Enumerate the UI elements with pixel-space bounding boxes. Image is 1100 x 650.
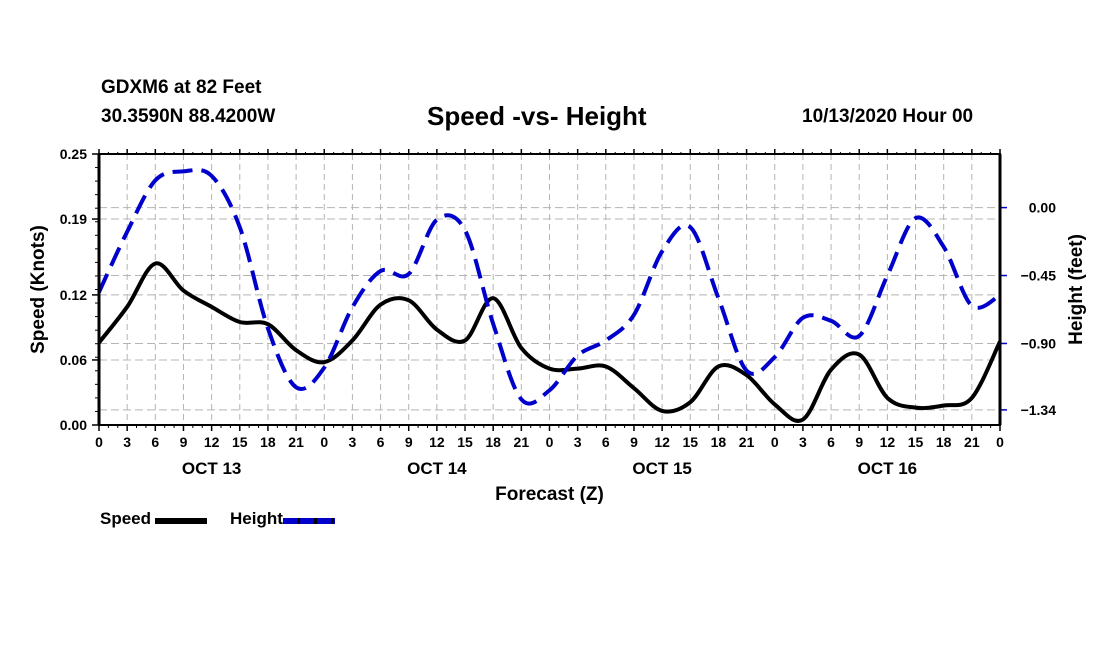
- x-tick-label: 18: [260, 434, 276, 450]
- y2-tick-label: −0.45: [1021, 268, 1057, 284]
- legend-speed-swatch: [155, 518, 208, 524]
- station-label: GDXM6 at 82 Feet: [101, 77, 262, 98]
- x-tick-label: 9: [630, 434, 638, 450]
- x-tick-label: 0: [996, 434, 1004, 450]
- legend-height-swatch: [282, 518, 335, 524]
- y-tick-label: 0.25: [60, 146, 87, 162]
- x-tick-label: 0: [546, 434, 554, 450]
- x-tick-label: 3: [123, 434, 131, 450]
- x-tick-label: 6: [377, 434, 385, 450]
- x-tick-label: 15: [232, 434, 248, 450]
- x-tick-label: 12: [429, 434, 445, 450]
- x-tick-label: 6: [827, 434, 835, 450]
- x-tick-label: 3: [799, 434, 807, 450]
- x-tick-label: 0: [320, 434, 328, 450]
- x-tick-label: 3: [574, 434, 582, 450]
- x-day-label: OCT 15: [632, 459, 692, 478]
- x-tick-label: 18: [485, 434, 501, 450]
- y2-tick-label: −1.34: [1021, 402, 1057, 418]
- axes: 0 3 6 9 12 15 18 21 0 3 6 9 12 15 18 21 0 3 6 9 12 15 18 21 0 3 6 9…: [60, 146, 1056, 478]
- x-tick-label: 15: [908, 434, 924, 450]
- legend-speed-label: Speed: [100, 509, 152, 528]
- chart-title: Speed -vs- Height: [427, 101, 647, 131]
- x-tick-label: 0: [771, 434, 779, 450]
- legend-height-label: Height: [230, 509, 283, 528]
- x-tick-label: 21: [514, 434, 530, 450]
- y-tick-label: 0.12: [60, 287, 87, 303]
- series-line-speed: [97, 261, 1002, 423]
- x-tick-label: 6: [151, 434, 159, 450]
- x-tick-label: 0: [95, 434, 103, 450]
- x-tick-label: 21: [288, 434, 304, 450]
- x-tick-label: 21: [739, 434, 755, 450]
- x-tick-label: 21: [964, 434, 980, 450]
- x-day-label: OCT 13: [182, 459, 242, 478]
- y-tick-label: 0.00: [60, 417, 87, 433]
- x-tick-label: 12: [880, 434, 896, 450]
- y-tick-label: 0.19: [60, 211, 87, 227]
- x-tick-label: 15: [457, 434, 473, 450]
- series-line-height: [97, 167, 1002, 406]
- x-tick-label: 6: [602, 434, 610, 450]
- x-tick-label: 18: [936, 434, 952, 450]
- x-tick-label: 12: [204, 434, 220, 450]
- y-tick-label: 0.06: [60, 352, 87, 368]
- y2-axis-label: Height (feet): [1066, 234, 1087, 345]
- grid: [99, 154, 1000, 425]
- x-tick-label: 9: [855, 434, 863, 450]
- x-tick-label: 15: [682, 434, 698, 450]
- coordinates-label: 30.3590N 88.4200W: [101, 106, 276, 127]
- series-group: [97, 167, 1002, 423]
- x-tick-label: 18: [711, 434, 727, 450]
- x-tick-label: 12: [654, 434, 670, 450]
- x-tick-label: 9: [405, 434, 413, 450]
- x-tick-label: 9: [180, 434, 188, 450]
- datetime-label: 10/13/2020 Hour 00: [802, 106, 974, 127]
- x-day-label: OCT 16: [858, 459, 918, 478]
- x-day-label: OCT 14: [407, 459, 467, 478]
- y2-tick-label: −0.90: [1021, 335, 1057, 351]
- y-axis-label: Speed (Knots): [28, 225, 49, 354]
- x-axis-label: Forecast (Z): [495, 484, 604, 505]
- y2-tick-label: 0.00: [1029, 200, 1056, 216]
- x-tick-label: 3: [349, 434, 357, 450]
- legend-height: Height: [230, 509, 335, 529]
- legend-speed: Speed: [100, 509, 208, 529]
